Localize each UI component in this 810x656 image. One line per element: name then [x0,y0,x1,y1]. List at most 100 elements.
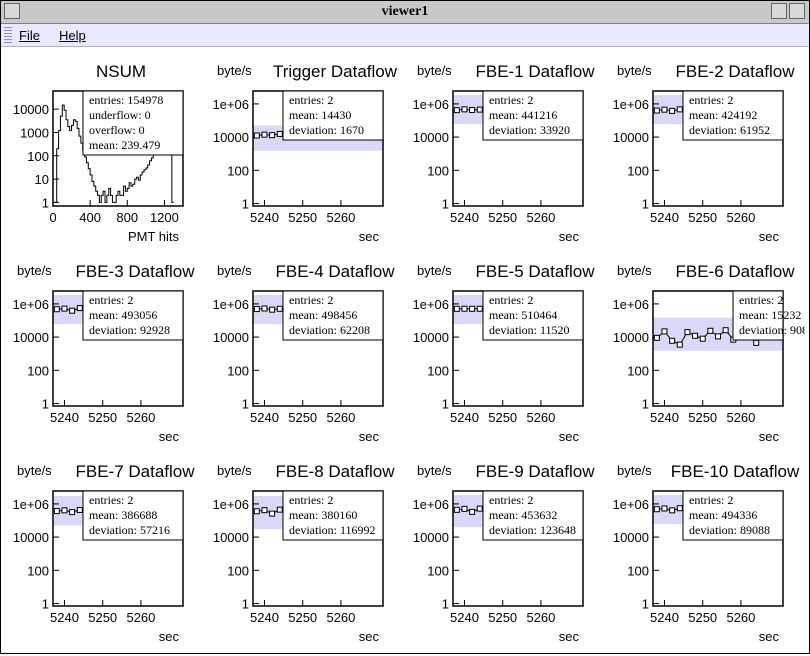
chart-panel: Trigger Dataflowbyte/s1100100001e+065240… [212,62,397,244]
stats-deviation: deviation: 62208 [289,323,370,337]
data-point [54,307,59,312]
maximize-icon[interactable] [789,3,805,19]
data-point [77,306,82,311]
stats-deviation: deviation: 61952 [689,123,770,137]
data-point [262,132,267,137]
y-tick-label: 1 [442,196,449,211]
y-tick-label: 100 [27,149,49,164]
stats-mean: mean: 380160 [289,508,357,522]
data-point [270,133,275,138]
y-tick-label: 100 [427,363,449,378]
y-tick-label: 10000 [413,530,449,545]
y-tick-label: 1 [442,596,449,611]
y-axis-label: byte/s [417,63,452,78]
stats-entries: entries: 2 [289,93,333,107]
y-tick-label: 1 [42,596,49,611]
chart-title: FBE-6 Dataflow [675,262,795,281]
y-axis-label: byte/s [217,463,252,478]
y-tick-label: 1000 [20,125,49,140]
y-tick-label: 1 [242,396,249,411]
y-tick-label: 10000 [213,530,249,545]
data-point [462,506,467,511]
x-tick-label: 5260 [326,210,355,225]
stats-entries: entries: 2 [289,293,333,307]
stats-mean: mean: 239.479 [89,138,160,152]
stats-mean: mean: 493056 [89,308,157,322]
y-tick-label: 1 [42,396,49,411]
stats-entries: entries: 2 [489,493,533,507]
data-point [454,306,459,311]
stats-entries: entries: 2 [89,493,133,507]
x-tick-label: 5240 [250,410,279,425]
data-point [70,510,75,515]
y-tick-label: 10000 [13,102,49,117]
data-point [670,338,675,343]
menu-help[interactable]: Help [59,28,86,43]
data-point [670,508,675,513]
data-point [277,507,282,512]
y-tick-label: 1 [442,396,449,411]
data-point [708,328,713,333]
data-point [54,509,59,514]
stats-entries: entries: 2 [89,293,133,307]
x-tick-label: 5250 [688,410,717,425]
x-tick-label: 5260 [726,410,755,425]
data-point [654,108,659,113]
y-tick-label: 1e+06 [412,297,449,312]
y-tick-label: 100 [227,163,249,178]
x-tick-label: 5240 [650,610,679,625]
y-tick-label: 1 [42,195,49,210]
data-point [677,506,682,511]
y-tick-label: 100 [627,163,649,178]
stats-deviation: deviation: 11520 [489,323,570,337]
data-point [662,107,667,112]
chart-title: FBE-9 Dataflow [475,462,595,481]
chart-title: FBE-2 Dataflow [675,62,795,81]
title-bar[interactable]: viewer1 [1,1,809,24]
data-point [677,107,682,112]
y-axis-label: byte/s [617,263,652,278]
data-point [277,131,282,136]
x-axis-label: sec [559,429,580,444]
x-tick-label: 5260 [726,610,755,625]
chart-title: FBE-5 Dataflow [475,262,595,281]
stats-mean: mean: 494336 [689,508,757,522]
y-tick-label: 1e+06 [212,297,249,312]
x-tick-label: 5240 [50,410,79,425]
data-point [462,306,467,311]
y-tick-label: 100 [227,363,249,378]
x-tick-label: 5250 [488,610,517,625]
chart-title: FBE-4 Dataflow [275,262,395,281]
data-point [277,306,282,311]
menu-file[interactable]: File [19,28,40,43]
x-axis-label: sec [759,429,780,444]
stats-mean: mean: 510464 [489,308,557,322]
x-tick-label: 5250 [288,210,317,225]
stats-entries: entries: 2 [489,93,533,107]
x-axis-label: sec [359,229,380,244]
y-tick-label: 1e+06 [412,97,449,112]
data-point [254,307,259,312]
y-tick-label: 1e+06 [612,497,649,512]
stats-mean: mean: 386688 [89,508,157,522]
stats-mean: mean: 441216 [489,108,557,122]
data-point [270,307,275,312]
y-axis-label: byte/s [17,263,52,278]
y-tick-label: 1 [642,596,649,611]
stats-mean: mean: 424192 [689,108,757,122]
data-point [262,306,267,311]
x-tick-label: 5240 [450,210,479,225]
menu-bar: File Help [1,24,809,47]
x-tick-label: 400 [79,210,101,225]
data-point [470,509,475,514]
y-tick-label: 10000 [613,130,649,145]
data-point [462,107,467,112]
data-point [662,506,667,511]
stats-deviation: deviation: 57216 [89,523,170,537]
stats-mean: mean: 453632 [489,508,557,522]
minimize-icon[interactable] [771,3,787,19]
